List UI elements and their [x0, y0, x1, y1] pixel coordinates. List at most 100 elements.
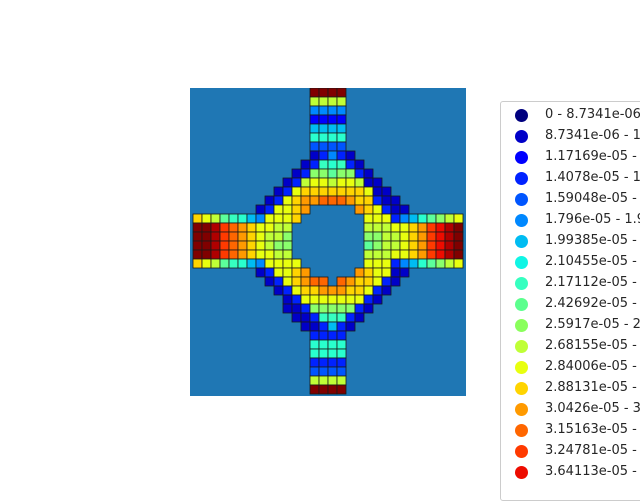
- heatmap-cell: [363, 303, 374, 314]
- heatmap-cell: [372, 204, 383, 215]
- heatmap-cell: [219, 240, 230, 251]
- legend-item: 2.42692e-05 - 2.5917e-05: [501, 294, 640, 315]
- heatmap-cell: [264, 258, 275, 269]
- heatmap-cell: [354, 186, 365, 197]
- legend-item: 2.84006e-05 - 2.88131e-05: [501, 357, 640, 378]
- heatmap-cell: [336, 321, 347, 332]
- legend-label: 1.99385e-05 - 2.10455e-05: [545, 233, 640, 248]
- heatmap-cell: [273, 249, 284, 260]
- heatmap-cell: [291, 276, 302, 287]
- heatmap-cell: [372, 258, 383, 269]
- heatmap-cell: [255, 258, 266, 269]
- heatmap-cells: [192, 88, 464, 395]
- heatmap-cell: [345, 195, 356, 206]
- heatmap-cell: [426, 249, 437, 260]
- heatmap-cell: [336, 123, 347, 134]
- heatmap-cell: [309, 339, 320, 350]
- heatmap-cell: [345, 294, 356, 305]
- heatmap-cell: [327, 384, 338, 395]
- heatmap-cell: [192, 258, 203, 269]
- heatmap-cell: [390, 276, 401, 287]
- heatmap-cell: [336, 303, 347, 314]
- legend-marker: [515, 277, 528, 290]
- heatmap-cell: [453, 222, 464, 233]
- heatmap-cell: [345, 321, 356, 332]
- heatmap-cell: [282, 276, 293, 287]
- heatmap-cell: [219, 213, 230, 224]
- heatmap-cell: [336, 285, 347, 296]
- heatmap-cell: [399, 204, 410, 215]
- heatmap-cell: [372, 186, 383, 197]
- heatmap-cell: [201, 258, 212, 269]
- heatmap-cell: [318, 366, 329, 377]
- heatmap-cell: [318, 195, 329, 206]
- heatmap-cell: [336, 96, 347, 107]
- heatmap-cell: [300, 177, 311, 188]
- heatmap-cell: [336, 195, 347, 206]
- legend-item: 0 - 8.7341e-06: [501, 105, 640, 126]
- heatmap-cell: [408, 222, 419, 233]
- legend-item: 2.68155e-05 - 2.84006e-05: [501, 336, 640, 357]
- heatmap-cell: [327, 357, 338, 368]
- legend-marker: [515, 235, 528, 248]
- legend-label: 1.17169e-05 - 1.4078e-05: [545, 149, 640, 164]
- heatmap-cell: [246, 258, 257, 269]
- heatmap-cell: [426, 240, 437, 251]
- heatmap-cell: [318, 294, 329, 305]
- heatmap-cell: [327, 132, 338, 143]
- heatmap-cell: [309, 177, 320, 188]
- heatmap-cell: [381, 267, 392, 278]
- legend-label: 1.59048e-05 - 1.796e-05: [545, 191, 640, 206]
- heatmap-cell: [291, 303, 302, 314]
- heatmap-cell: [318, 285, 329, 296]
- heatmap-cell: [264, 222, 275, 233]
- legend-label: 2.68155e-05 - 2.84006e-05: [545, 338, 640, 353]
- heatmap-cell: [300, 321, 311, 332]
- heatmap-cell: [453, 240, 464, 251]
- heatmap-cell: [336, 105, 347, 116]
- heatmap-cell: [381, 240, 392, 251]
- heatmap-cell: [309, 285, 320, 296]
- heatmap-cell: [381, 195, 392, 206]
- heatmap-cell: [318, 384, 329, 395]
- heatmap-cell: [354, 177, 365, 188]
- heatmap-cell: [354, 195, 365, 206]
- legend-label: 3.0426e-05 - 3.15163e-05: [545, 401, 640, 416]
- heatmap-cell: [336, 384, 347, 395]
- heatmap-cell: [318, 177, 329, 188]
- heatmap-cell: [210, 240, 221, 251]
- heatmap-cell: [300, 168, 311, 179]
- heatmap-cell: [327, 150, 338, 161]
- heatmap-cell: [336, 276, 347, 287]
- heatmap-cell: [318, 114, 329, 125]
- heatmap-cell: [300, 267, 311, 278]
- heatmap-cell: [354, 267, 365, 278]
- heatmap-cell: [309, 276, 320, 287]
- heatmap-cell: [291, 195, 302, 206]
- heatmap-cell: [390, 249, 401, 260]
- heatmap-cell: [309, 186, 320, 197]
- heatmap-cell: [255, 222, 266, 233]
- heatmap-cell: [345, 177, 356, 188]
- heatmap-cell: [273, 231, 284, 242]
- heatmap-cell: [336, 168, 347, 179]
- heatmap-cell: [318, 96, 329, 107]
- heatmap-cell: [246, 222, 257, 233]
- heatmap-cell: [426, 213, 437, 224]
- heatmap-cell: [210, 258, 221, 269]
- heatmap-cell: [309, 294, 320, 305]
- heatmap-cell: [444, 213, 455, 224]
- heatmap-cell: [354, 204, 365, 215]
- heatmap-cell: [255, 213, 266, 224]
- heatmap-cell: [345, 168, 356, 179]
- legend-label: 3.64113e-05 -: [545, 464, 637, 479]
- heatmap-cell: [282, 195, 293, 206]
- heatmap-cell: [300, 285, 311, 296]
- heatmap-cell: [327, 186, 338, 197]
- legend-item: 2.10455e-05 - 2.17112e-05: [501, 252, 640, 273]
- legend: 0 - 8.7341e-06 8.7341e-06 - 1.17169e-05 1.…: [500, 101, 640, 501]
- heatmap-cell: [363, 258, 374, 269]
- heatmap-cell: [372, 213, 383, 224]
- heatmap-cell: [327, 114, 338, 125]
- legend-item: 2.88131e-05 - 3.0426e-05: [501, 378, 640, 399]
